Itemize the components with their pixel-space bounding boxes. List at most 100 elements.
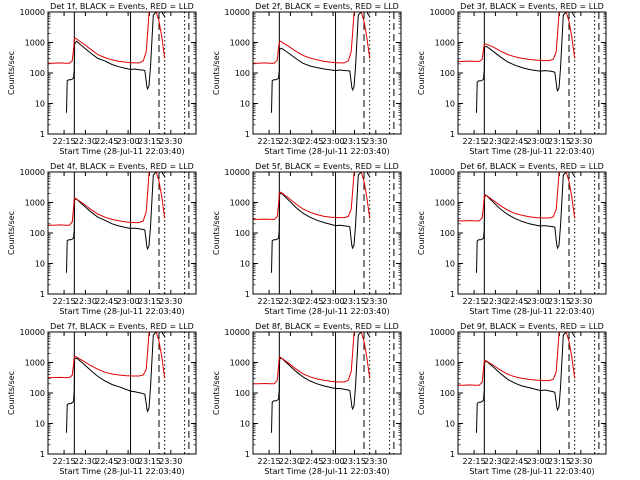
- y-tick-label: 10: [445, 260, 455, 269]
- series-line-lld: [253, 12, 371, 64]
- y-tick-label: 1: [245, 130, 250, 139]
- x-tick-label: 23:00: [527, 137, 550, 146]
- y-axis-label: Counts/sec: [417, 371, 426, 415]
- series-line-lld: [458, 332, 576, 386]
- chart-title: Det 7f, BLACK = Events, RED = LLD: [50, 322, 194, 331]
- x-tick-label: 22:15: [53, 137, 76, 146]
- plot-frame: [252, 11, 402, 135]
- y-tick-label: 10000: [225, 328, 250, 337]
- series-line-lld: [253, 172, 371, 220]
- panels-container: Det 1f, BLACK = Events, RED = LLD Counts/…: [7, 2, 607, 476]
- x-tick-label: 22:45: [95, 297, 118, 306]
- chart-title: Det 5f, BLACK = Events, RED = LLD: [255, 162, 399, 171]
- plot-frame: [47, 11, 197, 135]
- series-group: [253, 12, 371, 113]
- chart-title: Det 8f, BLACK = Events, RED = LLD: [255, 322, 399, 331]
- y-tick-label: 1000: [230, 199, 250, 208]
- y-tick-label: 1: [40, 130, 45, 139]
- y-tick-label: 1000: [435, 359, 455, 368]
- x-tick-label: 23:00: [117, 297, 140, 306]
- x-tick-label: 22:45: [95, 457, 118, 466]
- series-group: [253, 172, 371, 273]
- y-tick-label: 10000: [20, 328, 45, 337]
- x-tick-label: 23:15: [343, 137, 366, 146]
- x-tick-label: 23:30: [159, 137, 182, 146]
- x-tick-label: 22:45: [300, 297, 323, 306]
- series-line-lld: [253, 332, 371, 385]
- series-line-events: [476, 172, 576, 273]
- chart-title: Det 6f, BLACK = Events, RED = LLD: [460, 162, 604, 171]
- x-axis-label: Start Time (28-Jul-11 22:03:40): [469, 467, 594, 476]
- chart-panel: Det 7f, BLACK = Events, RED = LLD Counts/…: [7, 322, 197, 476]
- chart-title: Det 3f, BLACK = Events, RED = LLD: [460, 2, 604, 11]
- x-tick-label: 22:30: [484, 297, 507, 306]
- x-tick-label: 23:00: [322, 137, 345, 146]
- chart-panel: Det 5f, BLACK = Events, RED = LLD Counts/…: [212, 162, 402, 316]
- x-axis-label: Start Time (28-Jul-11 22:03:40): [264, 467, 389, 476]
- x-tick-label: 23:30: [364, 137, 387, 146]
- x-tick-label: 22:15: [258, 457, 281, 466]
- x-tick-label: 22:15: [53, 457, 76, 466]
- x-tick-label: 23:15: [548, 137, 571, 146]
- y-tick-label: 10: [35, 100, 45, 109]
- x-tick-label: 23:00: [117, 137, 140, 146]
- series-line-events: [271, 12, 371, 113]
- x-tick-label: 22:15: [53, 297, 76, 306]
- series-line-events: [476, 12, 576, 113]
- y-tick-label: 10: [35, 420, 45, 429]
- series-group: [458, 332, 576, 433]
- y-tick-label: 1000: [25, 199, 45, 208]
- chart-panel: Det 4f, BLACK = Events, RED = LLD Counts/…: [7, 162, 197, 316]
- plot-frame: [252, 171, 402, 295]
- y-tick-label: 1000: [435, 199, 455, 208]
- series-line-events: [271, 172, 371, 273]
- series-group: [458, 172, 576, 273]
- x-tick-label: 22:30: [74, 297, 97, 306]
- x-tick-label: 22:15: [258, 297, 281, 306]
- series-line-lld: [48, 12, 166, 64]
- x-tick-label: 23:00: [117, 457, 140, 466]
- x-tick-label: 22:30: [279, 297, 302, 306]
- chart-title: Det 9f, BLACK = Events, RED = LLD: [460, 322, 604, 331]
- series-line-lld: [48, 332, 166, 379]
- x-tick-label: 23:15: [343, 297, 366, 306]
- x-tick-label: 22:45: [300, 137, 323, 146]
- y-tick-label: 100: [235, 69, 250, 78]
- y-tick-label: 1: [450, 290, 455, 299]
- y-tick-label: 10: [35, 260, 45, 269]
- x-tick-label: 22:45: [505, 457, 528, 466]
- y-axis-label: Counts/sec: [7, 51, 16, 95]
- y-tick-label: 100: [30, 389, 45, 398]
- chart-panel: Det 8f, BLACK = Events, RED = LLD Counts/…: [212, 322, 402, 476]
- x-tick-label: 23:15: [138, 297, 161, 306]
- series-group: [48, 332, 166, 433]
- y-axis-label: Counts/sec: [417, 211, 426, 255]
- x-tick-label: 23:15: [548, 457, 571, 466]
- chart-panel: Det 3f, BLACK = Events, RED = LLD Counts/…: [417, 2, 607, 156]
- x-tick-label: 22:30: [484, 137, 507, 146]
- y-tick-label: 100: [30, 69, 45, 78]
- series-group: [253, 332, 371, 433]
- y-tick-label: 100: [440, 69, 455, 78]
- x-tick-label: 22:15: [463, 137, 486, 146]
- x-tick-label: 22:15: [463, 297, 486, 306]
- x-tick-label: 22:30: [74, 137, 97, 146]
- chart-panel: Det 9f, BLACK = Events, RED = LLD Counts/…: [417, 322, 607, 476]
- x-tick-label: 23:00: [322, 457, 345, 466]
- series-group: [48, 12, 166, 113]
- chart-title: Det 4f, BLACK = Events, RED = LLD: [50, 162, 194, 171]
- series-line-lld: [458, 12, 576, 62]
- x-axis-label: Start Time (28-Jul-11 22:03:40): [59, 307, 184, 316]
- plot-frame: [252, 331, 402, 455]
- y-tick-label: 1000: [25, 39, 45, 48]
- series-line-lld: [48, 172, 166, 226]
- series-group: [458, 12, 576, 113]
- x-tick-label: 23:15: [343, 457, 366, 466]
- series-line-events: [271, 332, 371, 433]
- x-tick-label: 23:30: [569, 297, 592, 306]
- x-tick-label: 22:15: [258, 137, 281, 146]
- series-line-lld: [458, 172, 576, 222]
- y-tick-label: 100: [30, 229, 45, 238]
